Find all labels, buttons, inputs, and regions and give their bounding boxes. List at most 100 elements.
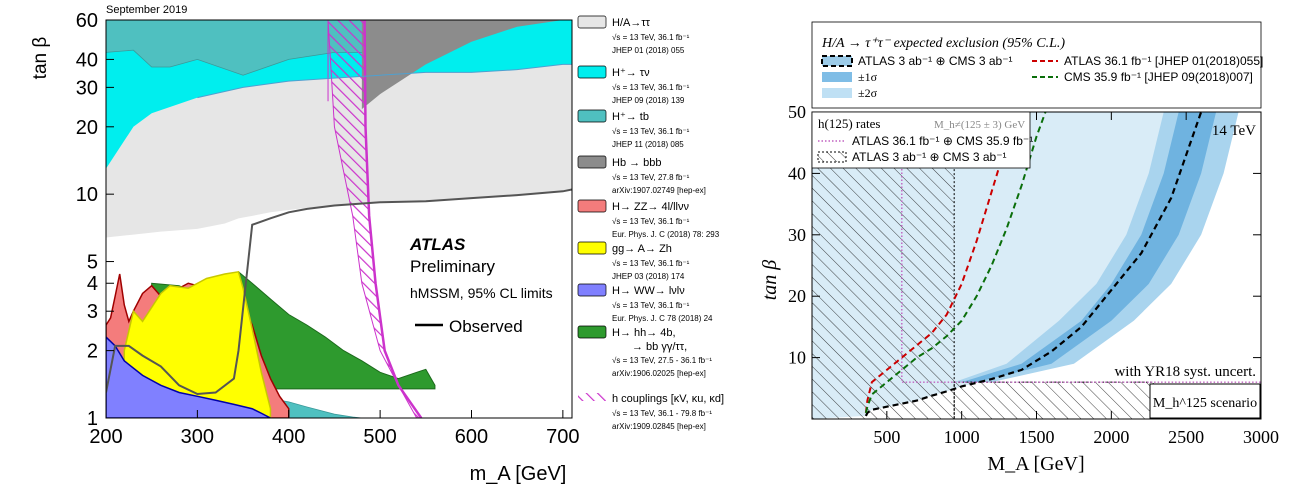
observed-legend-label: Observed <box>449 317 523 336</box>
left-legend-name-4: H→ ZZ→ 4l/llνν <box>612 201 690 213</box>
region-ww <box>106 335 271 418</box>
legend-entry-atlas: ATLAS 36.1 fb⁻¹ [JHEP 01(2018)055] <box>1064 54 1263 68</box>
scenario-label: hMSSM, 95% CL limits <box>410 285 553 301</box>
right-ytick-label-10: 10 <box>788 348 806 368</box>
left-axes: 200 300 400 500 600 700 1 2 3 45 10 20 30 40 60 <box>76 10 580 448</box>
line-observed <box>106 188 572 396</box>
top-legend-title: H/A → τ⁺τ⁻ expected exclusion (95% C.L.) <box>821 36 1065 51</box>
left-frame <box>105 19 573 419</box>
left-legend-info-3-0: √s = 13 TeV, 27.8 fb⁻¹ <box>612 173 690 182</box>
syst-label: with YR18 syst. uncert. <box>1114 364 1256 380</box>
left-xlabel: m_A [GeV] <box>470 463 567 485</box>
left-ytick-label-5: 5 <box>87 252 98 274</box>
left-legend-info-2-0: √s = 13 TeV, 36.1 fb⁻¹ <box>612 127 690 136</box>
left-legend-info-8-1: arXiv:1909.02845 [hep-ex] <box>612 422 706 431</box>
left-legend-swatch-7 <box>577 325 607 339</box>
legend-entry-2sigma: ±2σ <box>858 86 878 100</box>
left-ytick-label-10: 10 <box>76 184 98 206</box>
right-plot-area <box>812 112 1261 419</box>
left-legend-info-1-0: √s = 13 TeV, 36.1 fb⁻¹ <box>612 83 690 92</box>
right-xtick-label-3000: 3000 <box>1243 427 1279 447</box>
right-xtick-label-2000: 2000 <box>1093 427 1129 447</box>
left-legend-info-6-1: Eur. Phys. J. C 78 (2018) 24 <box>612 314 713 323</box>
scenario-box-label: M_h^125 scenario <box>1153 396 1257 411</box>
left-xtick-label-200: 200 <box>89 426 122 448</box>
left-legend-info-5-0: √s = 13 TeV, 36.1 fb⁻¹ <box>612 259 690 268</box>
right-xtick-label-1500: 1500 <box>1019 427 1055 447</box>
right-ytick-label-30: 30 <box>788 225 806 245</box>
left-legend-info-2-1: JHEP 11 (2018) 085 <box>612 140 684 149</box>
left-legend-name-2: H⁺→ tb <box>612 111 649 123</box>
legend-swatch-hatched <box>817 151 847 163</box>
left-legend-name2-7: → bb γγ/ττ, <box>632 341 687 353</box>
right-h125-legend: h(125) rates M_h≠(125 ± 3) GeV ATLAS 36.… <box>811 111 1033 169</box>
left-legend: H/A→ττ √s = 13 TeV, 36.1 fb⁻¹ JHEP 01 (201… <box>577 15 724 431</box>
left-legend-info-4-0: √s = 13 TeV, 36.1 fb⁻¹ <box>612 217 690 226</box>
right-axes: 500 1000 1500 2000 2500 3000 10 20 30 40 50 <box>788 102 1279 447</box>
atlas-label: ATLAS <box>409 235 466 254</box>
left-legend-name-8: h couplings [κV, κu, κd] <box>612 393 724 405</box>
right-ytick-label-50: 50 <box>788 102 806 122</box>
right-ylabel: tan β <box>759 260 781 301</box>
left-legend-swatch-8 <box>578 393 606 401</box>
left-legend-info-1-1: JHEP 09 (2018) 139 <box>612 96 685 105</box>
left-legend-swatch-2 <box>577 109 607 123</box>
line-h-couplings <box>363 20 423 418</box>
legend-entry-1sigma: ±1σ <box>858 70 878 84</box>
preliminary-label: Preliminary <box>410 257 496 276</box>
left-ytick-label-20: 20 <box>76 117 98 139</box>
left-legend-info-0-0: √s = 13 TeV, 36.1 fb⁻¹ <box>612 33 690 42</box>
left-legend-info-3-1: arXiv:1907.02749 [hep-ex] <box>612 186 706 195</box>
left-legend-info-7-0: √s = 13 TeV, 27.5 - 36.1 fb⁻¹ <box>612 356 712 365</box>
left-ytick-label-40: 40 <box>76 49 98 71</box>
legend-entry-cms: CMS 35.9 fb⁻¹ [JHEP 09(2018)007] <box>1064 70 1253 84</box>
energy-label: 14 TeV <box>1212 123 1256 139</box>
left-xtick-label-700: 700 <box>546 426 579 448</box>
left-ytick-label-2: 2 <box>87 341 98 363</box>
left-legend-name-1: H⁺→ τν <box>612 67 650 79</box>
left-legend-name-6: H→ WW→ lνlν <box>612 285 685 297</box>
region-hatched-bottom <box>953 381 1154 419</box>
left-xtick-label-600: 600 <box>455 426 488 448</box>
left-legend-name-3: Hb → bbb <box>612 157 662 169</box>
series-line-2 <box>864 112 1047 414</box>
series-line-1 <box>864 112 1016 413</box>
line-violet-dotted <box>901 154 1261 383</box>
left-ytick-label-1: 1 <box>87 408 98 430</box>
right-xtick-label-2500: 2500 <box>1168 427 1204 447</box>
left-legend-name-5: gg→ A→ Zh <box>612 243 672 255</box>
h125-entry-current: ATLAS 36.1 fb⁻¹ ⊕ CMS 35.9 fb⁻¹ <box>852 134 1033 148</box>
legend-swatch-2sigma <box>822 88 852 98</box>
h125-title: h(125) rates <box>818 116 880 131</box>
left-legend-swatch-3 <box>577 155 607 169</box>
region-hatched-left <box>812 166 955 419</box>
left-legend-swatch-6 <box>577 283 607 297</box>
left-ylabel: tan β <box>30 37 51 80</box>
right-plot-clip <box>812 112 1261 419</box>
left-legend-info-4-1: Eur. Phys. J. C (2018) 78: 293 <box>612 230 720 239</box>
left-legend-info-0-1: JHEP 01 (2018) 055 <box>612 46 685 55</box>
right-xtick-label-500: 500 <box>873 427 900 447</box>
left-xtick-label-400: 400 <box>272 426 305 448</box>
region-ggazh <box>123 270 272 418</box>
scenario-box <box>1149 383 1261 419</box>
left-xtick-label-500: 500 <box>363 426 396 448</box>
right-ytick-label-40: 40 <box>788 163 806 183</box>
series-line-0 <box>864 112 1203 417</box>
h125-note: M_h≠(125 ± 3) GeV <box>934 119 1025 131</box>
left-legend-swatch-0 <box>577 15 607 29</box>
left-plot-clip <box>106 20 572 418</box>
region-hb-bbb <box>361 20 572 110</box>
left-legend-swatch-5 <box>577 241 607 255</box>
left-header: September 2019 <box>106 4 187 16</box>
legend-swatch-1sigma <box>822 72 852 82</box>
right-top-legend: H/A → τ⁺τ⁻ expected exclusion (95% C.L.)… <box>811 21 1263 109</box>
left-plot-area <box>106 20 572 418</box>
left-legend-info-6-0: √s = 13 TeV, 36.1 fb⁻¹ <box>612 301 690 310</box>
left-legend-swatch-4 <box>577 199 607 213</box>
right-ytick-label-20: 20 <box>788 286 806 306</box>
left-legend-info-8-0: √s = 13 TeV, 36.1 - 79.8 fb⁻¹ <box>612 409 712 418</box>
band-1sigma <box>961 112 1217 383</box>
left-legend-swatch-1 <box>577 65 607 79</box>
left-xtick-label-300: 300 <box>181 426 214 448</box>
